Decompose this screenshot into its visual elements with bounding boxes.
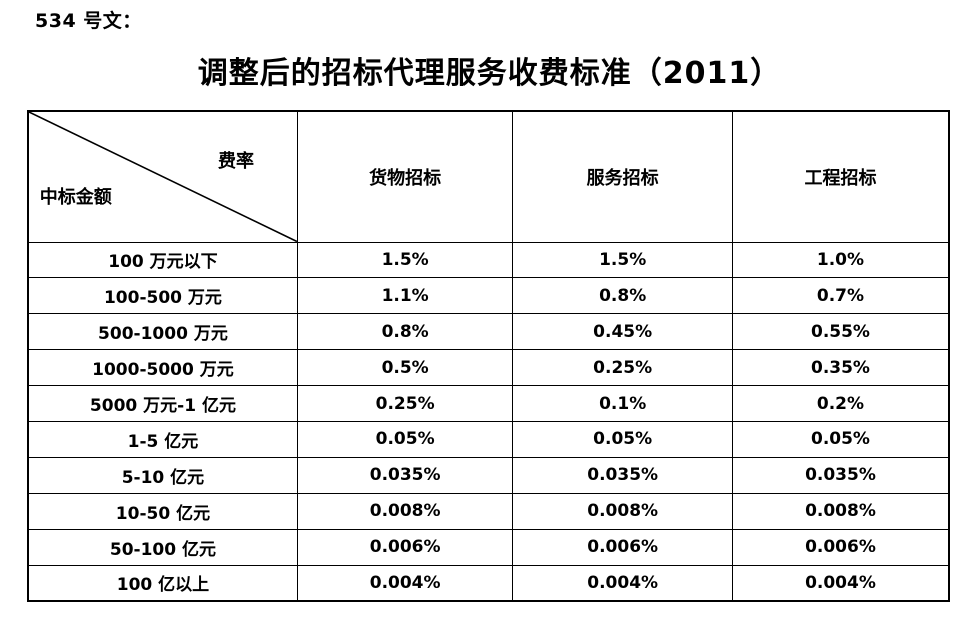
table-row: 100 亿以上 0.004% 0.004% 0.004%	[27, 564, 950, 602]
cell-value: 0.05%	[296, 420, 514, 458]
column-header-goods-bidding: 货物招标	[296, 110, 514, 243]
cell-value: 0.035%	[731, 456, 950, 494]
cell-value: 0.55%	[731, 313, 950, 351]
row-label: 100-500 万元	[27, 277, 298, 315]
column-header-engineering-bidding: 工程招标	[731, 110, 950, 243]
row-label: 5000 万元-1 亿元	[27, 385, 298, 422]
cell-value: 0.7%	[731, 277, 950, 315]
cell-value: 0.35%	[731, 349, 950, 387]
table-row: 1-5 亿元 0.05% 0.05% 0.05%	[27, 420, 950, 458]
cell-value: 0.006%	[512, 528, 733, 566]
cell-value: 0.006%	[731, 528, 950, 566]
cell-value: 1.0%	[731, 241, 950, 279]
cell-value: 0.45%	[512, 313, 733, 351]
row-label: 50-100 亿元	[27, 528, 298, 566]
cell-value: 0.008%	[512, 492, 733, 530]
corner-label-rate: 费率	[218, 150, 255, 172]
cell-value: 0.2%	[731, 385, 950, 422]
header-row: 费率 中标金额 货物招标 服务招标 工程招标	[27, 110, 950, 243]
cell-value: 1.1%	[296, 277, 514, 315]
doc-number-label: 534 号文：	[35, 10, 142, 32]
row-label: 500-1000 万元	[27, 313, 298, 351]
cell-value: 0.004%	[512, 564, 733, 602]
table-row: 500-1000 万元 0.8% 0.45% 0.55%	[27, 313, 950, 351]
row-label: 1-5 亿元	[27, 420, 298, 458]
cell-value: 0.5%	[296, 349, 514, 387]
column-header-service-bidding: 服务招标	[512, 110, 733, 243]
cell-value: 1.5%	[296, 241, 514, 279]
table-row: 50-100 亿元 0.006% 0.006% 0.006%	[27, 528, 950, 566]
cell-value: 0.8%	[512, 277, 733, 315]
row-label: 100 亿以上	[27, 564, 298, 602]
table-row: 100-500 万元 1.1% 0.8% 0.7%	[27, 277, 950, 315]
cell-value: 0.004%	[731, 564, 950, 602]
cell-value: 0.1%	[512, 385, 733, 422]
cell-value: 0.006%	[296, 528, 514, 566]
row-label: 100 万元以下	[27, 241, 298, 279]
cell-value: 0.035%	[512, 456, 733, 494]
table-row: 5000 万元-1 亿元 0.25% 0.1% 0.2%	[27, 385, 950, 422]
fee-standard-table: 费率 中标金额 货物招标 服务招标 工程招标 100 万元以下 1.5% 1.5…	[27, 110, 950, 602]
table-row: 100 万元以下 1.5% 1.5% 1.0%	[27, 241, 950, 279]
cell-value: 0.25%	[296, 385, 514, 422]
table-row: 10-50 亿元 0.008% 0.008% 0.008%	[27, 492, 950, 530]
cell-value: 0.008%	[731, 492, 950, 530]
row-label: 1000-5000 万元	[27, 349, 298, 387]
cell-value: 0.05%	[731, 420, 950, 458]
diagonal-divider-line	[29, 112, 297, 242]
cell-value: 0.035%	[296, 456, 514, 494]
corner-label-bid-amount: 中标金额	[39, 187, 112, 209]
cell-value: 0.8%	[296, 313, 514, 351]
row-label: 5-10 亿元	[27, 456, 298, 494]
cell-value: 0.05%	[512, 420, 733, 458]
cell-value: 0.008%	[296, 492, 514, 530]
table-row: 1000-5000 万元 0.5% 0.25% 0.35%	[27, 349, 950, 387]
cell-value: 0.25%	[512, 349, 733, 387]
cell-value: 1.5%	[512, 241, 733, 279]
cell-value: 0.004%	[296, 564, 514, 602]
page-title: 调整后的招标代理服务收费标准（2011）	[197, 56, 782, 91]
table-row: 5-10 亿元 0.035% 0.035% 0.035%	[27, 456, 950, 494]
row-label: 10-50 亿元	[27, 492, 298, 530]
table-corner-cell: 费率 中标金额	[27, 110, 298, 243]
